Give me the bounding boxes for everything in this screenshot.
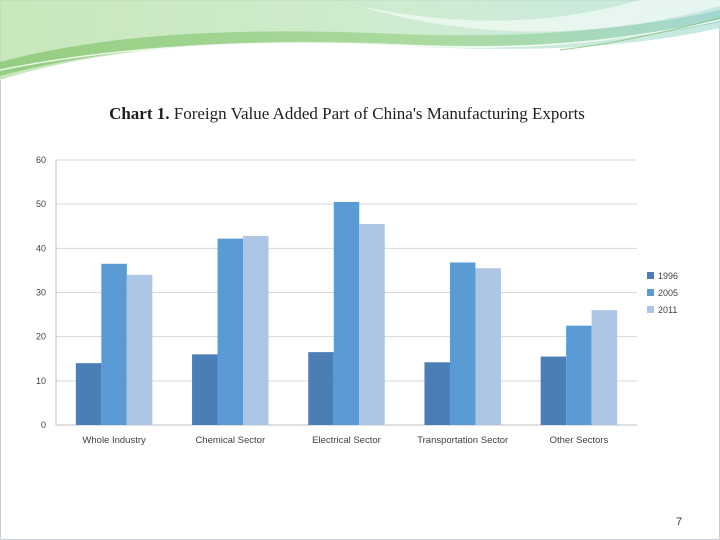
bar-1996: [75, 363, 102, 425]
y-tick-label: 0: [41, 420, 46, 430]
legend-label: 2011: [658, 305, 677, 315]
bar-2011: [475, 268, 501, 425]
legend-swatch: [647, 289, 654, 296]
bar-2011: [126, 274, 153, 425]
banner-band-shape: [0, 10, 720, 76]
legend-label: 1996: [658, 271, 678, 281]
y-tick-label: 40: [36, 243, 46, 253]
bar-chart: 0 10 20 30 40 50 60 Whole Industry Chemical Sect…: [36, 155, 678, 446]
bar-2011: [591, 310, 618, 425]
x-tick-label: Other Sectors: [550, 435, 609, 446]
x-tick-label: Electrical Sector: [312, 435, 381, 446]
y-tick-label: 10: [36, 376, 46, 386]
legend-label: 2005: [658, 288, 678, 298]
banner-line: [0, 19, 720, 71]
y-tick-label: 60: [36, 155, 46, 165]
x-tick-label: Chemical Sector: [195, 435, 265, 446]
bar-2011: [359, 224, 385, 425]
bar-2005: [449, 262, 476, 425]
bar-1996: [308, 352, 334, 425]
bar-2005: [101, 263, 127, 425]
banner-line: [0, 29, 720, 81]
bar-2005: [566, 325, 592, 425]
y-tick-label: 30: [36, 288, 46, 298]
y-tick-label: 50: [36, 199, 46, 209]
bar-1996: [192, 354, 218, 425]
slide-title-lead: Chart 1.: [109, 104, 170, 123]
bar-2005: [217, 238, 244, 425]
bar-2005: [333, 201, 360, 425]
decorative-banner: [0, 0, 720, 81]
slide-title: Chart 1. Foreign Value Added Part of Chi…: [0, 104, 694, 124]
legend-swatch: [647, 272, 654, 279]
bar-1996: [540, 356, 567, 425]
legend-swatch: [647, 306, 654, 313]
bar-1996: [424, 362, 450, 425]
x-tick-label: Transportation Sector: [417, 435, 508, 446]
page-number: 7: [676, 516, 683, 528]
x-tick-label: Whole Industry: [82, 435, 146, 446]
y-tick-label: 20: [36, 332, 46, 342]
banner-line: [559, 17, 720, 51]
slide-title-rest: Foreign Value Added Part of China's Manu…: [169, 104, 585, 123]
bar-2011: [243, 235, 269, 425]
banner-swoosh-shape: [330, 0, 720, 32]
